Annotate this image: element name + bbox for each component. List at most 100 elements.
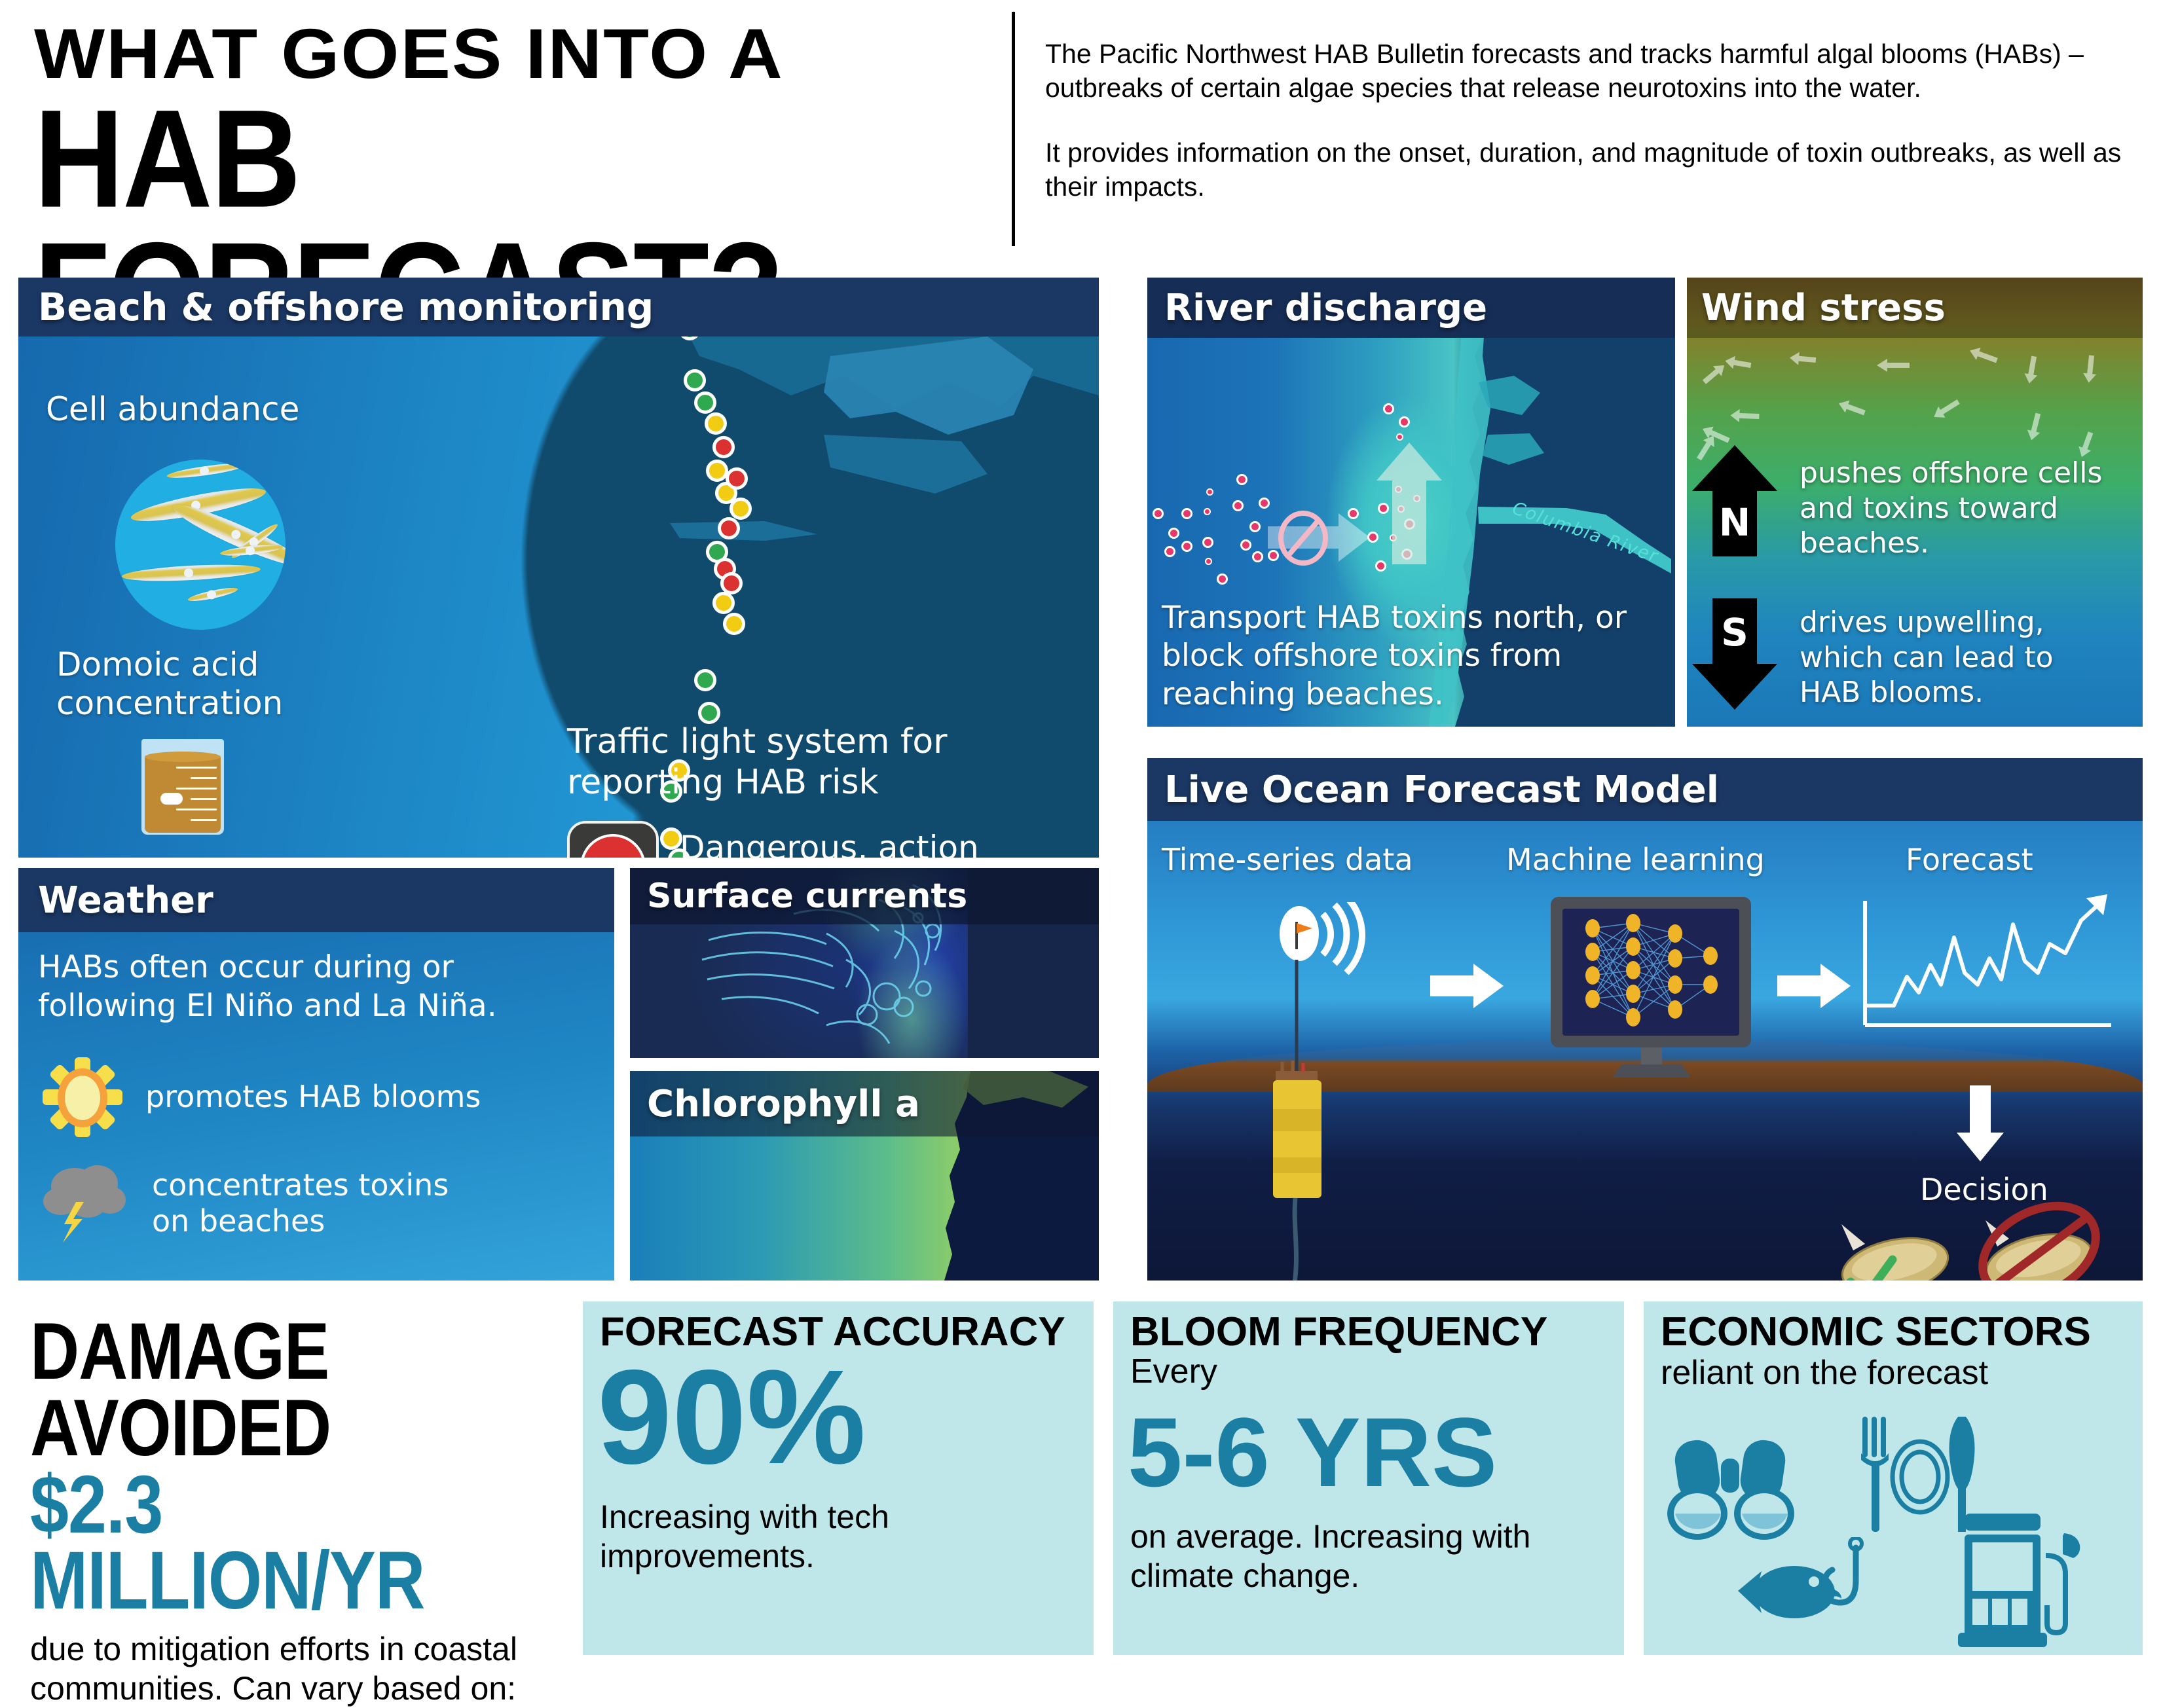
stat-bloom-frequency: BLOOM FREQUENCY Every 5-6 YRS on average…: [1113, 1301, 1624, 1655]
wind-header: Wind stress: [1687, 278, 2143, 338]
no-entry-icon: [1278, 511, 1328, 566]
river-title: River discharge: [1164, 286, 1488, 329]
buoy-icon: [1273, 902, 1366, 1281]
station-dot: [660, 780, 682, 803]
panel-surface-currents: Surface currents: [630, 868, 1099, 1058]
river-discharge-visual: Columbia River: [1147, 278, 1675, 727]
river-header: River discharge: [1147, 278, 1675, 338]
damage-kicker: DAMAGE AVOIDED: [30, 1307, 331, 1473]
blocked-transport-arrow: [1268, 513, 1370, 562]
storm-cloud-icon: [43, 1164, 128, 1243]
fuel-pump-icon: [1958, 1514, 2080, 1647]
flow-arrow-1-icon: [1430, 964, 1504, 1008]
station-dot: [705, 412, 727, 435]
weather-body: HABs often occur during or following El …: [38, 949, 497, 1025]
dining-utensils-icon: [1861, 1417, 1975, 1532]
flow-arrow-2-icon: [1777, 964, 1851, 1008]
monitoring-header: Beach & offshore monitoring: [18, 278, 1099, 336]
title-line-1: WHAT GOES INTO A: [34, 14, 784, 93]
intro-paragraph-2: It provides information on the onset, du…: [1045, 137, 2122, 202]
station-dot: [694, 669, 716, 691]
intro-paragraph-1: The Pacific Northwest HAB Bulletin forec…: [1045, 39, 2084, 103]
legend-item-dangerous: Dangerous, action required: [680, 828, 979, 858]
chlorophyll-title: Chlorophyll a: [647, 1082, 920, 1125]
cell-abundance-label: Cell abundance: [46, 390, 300, 428]
binoculars-icon: [1667, 1440, 1794, 1540]
accuracy-value: 90%: [597, 1341, 866, 1492]
station-dot: [712, 592, 735, 614]
frequency-every: Every: [1130, 1352, 1217, 1390]
weather-title: Weather: [38, 879, 213, 922]
weather-item-sun: promotes HAB blooms: [43, 1057, 481, 1137]
station-dot: [720, 572, 743, 594]
station-dot: [718, 517, 740, 539]
northward-transport-arrow: [1376, 443, 1442, 564]
sectors-sub: reliant on the forecast: [1661, 1353, 1989, 1392]
station-dot: [730, 498, 752, 520]
weather-item-sun-label: promotes HAB blooms: [145, 1079, 481, 1115]
traffic-light-icon: [567, 821, 659, 858]
live-ocean-header: Live Ocean Forecast Model: [1147, 758, 2143, 821]
river-body: Transport HAB toxins north, or block off…: [1162, 600, 1627, 712]
sector-icon-group: [1644, 1413, 2143, 1655]
page-header: WHAT GOES INTO A HAB FORECAST? The Pacif…: [0, 0, 2161, 361]
station-dot: [726, 467, 748, 490]
sectors-kicker: ECONOMIC SECTORS: [1661, 1309, 2091, 1354]
frequency-kicker: BLOOM FREQUENCY: [1130, 1309, 1548, 1354]
station-dot: [694, 391, 716, 414]
surface-currents-title: Surface currents: [647, 877, 968, 916]
station-dot: [660, 827, 682, 850]
frequency-sub: on average. Increasing with climate chan…: [1130, 1517, 1531, 1594]
monitoring-title: Beach & offshore monitoring: [38, 285, 654, 329]
header-divider: [1012, 12, 1015, 246]
station-dot: [684, 369, 706, 391]
wind-north-text: pushes offshore cells and toxins toward …: [1800, 456, 2103, 560]
monitoring-coast-map: [372, 278, 1099, 858]
station-dot: [698, 702, 720, 724]
intro-text: The Pacific Northwest HAB Bulletin forec…: [1045, 37, 2139, 204]
south-arrow-icon: S: [1692, 598, 1777, 710]
panel-weather: Weather HABs often occur during or follo…: [18, 868, 614, 1281]
domoic-acid-label: Domoic acid concentration: [56, 645, 284, 722]
frequency-value: 5-6 YRS: [1128, 1396, 1498, 1507]
accuracy-kicker: FORECAST ACCURACY: [600, 1309, 1065, 1354]
damage-sub: due to mitigation efforts in coastal com…: [30, 1630, 517, 1707]
panel-live-ocean-forecast-model: Live Ocean Forecast Model Time-series da…: [1147, 758, 2143, 1281]
stat-damage-avoided: DAMAGE AVOIDED $2.3 MILLION/YR due to mi…: [22, 1301, 553, 1707]
damage-value: $2.3 MILLION/YR: [30, 1459, 425, 1626]
station-dot: [706, 460, 728, 482]
weather-item-storm: concentrates toxins on beaches: [43, 1164, 449, 1243]
step-label-decision: Decision: [1920, 1172, 2048, 1207]
monitoring-station-dots: [372, 278, 1099, 858]
clam-unsafe-icon: [1978, 1201, 2100, 1281]
panel-river-discharge: Columbia River River discharge Transport…: [1147, 278, 1675, 727]
wind-south-text: drives upwelling, which can lead to HAB …: [1800, 606, 2054, 710]
step-label-time-series: Time-series data: [1162, 842, 1413, 877]
step-label-forecast: Forecast: [1906, 842, 2033, 877]
live-ocean-title: Live Ocean Forecast Model: [1164, 768, 1719, 811]
clam-safe-icon: [1841, 1224, 1949, 1281]
chlorophyll-header: Chlorophyll a: [630, 1071, 1099, 1136]
north-arrow-icon: N: [1692, 445, 1777, 556]
step-label-machine-learning: Machine learning: [1506, 842, 1765, 877]
accuracy-sub: Increasing with tech improvements.: [600, 1499, 889, 1575]
panel-beach-offshore-monitoring: Beach & offshore monitoring Cell abundan…: [18, 278, 1099, 858]
sun-icon: [43, 1057, 122, 1137]
panel-wind-stress: Wind stress N pushes offshore cells and …: [1687, 278, 2143, 727]
fish-and-hook-icon: [1738, 1537, 1864, 1618]
stat-economic-sectors: ECONOMIC SECTORS reliant on the forecast: [1644, 1301, 2143, 1655]
station-dot: [723, 613, 745, 635]
cell-abundance-icon: [115, 460, 286, 630]
traffic-light-heading: Traffic light system for reporting HAB r…: [567, 722, 948, 803]
surface-currents-header: Surface currents: [630, 868, 1099, 924]
panel-chlorophyll-a: Chlorophyll a: [630, 1071, 1099, 1281]
station-dot: [668, 759, 690, 782]
north-letter: N: [1718, 500, 1751, 545]
weather-header: Weather: [18, 868, 614, 932]
beaker-icon: [141, 739, 224, 835]
forecast-line-chart: [1863, 894, 2111, 1027]
wind-title: Wind stress: [1701, 286, 1946, 329]
river-landmass: [1429, 278, 1675, 727]
traffic-light-legend: Dangerous, action required Moderate Safe: [680, 829, 1099, 858]
station-dot: [712, 436, 735, 458]
